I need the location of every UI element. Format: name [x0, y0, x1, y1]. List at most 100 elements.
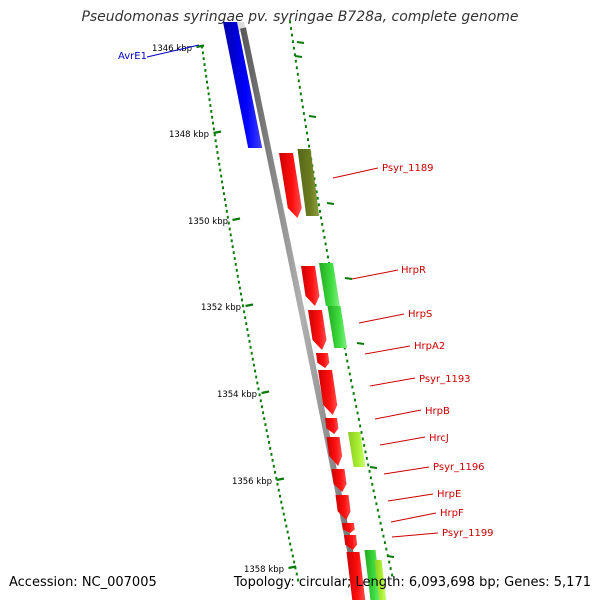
- scale-tick-mark: [196, 44, 205, 49]
- outer-dot: [383, 541, 386, 545]
- hrpf-arrow: [342, 523, 355, 533]
- outer-dot: [316, 196, 319, 200]
- scale-dot: [208, 98, 211, 102]
- gene-label-line: [364, 345, 411, 355]
- outer-dot: [289, 20, 292, 24]
- gene-label-line: [146, 44, 200, 58]
- outer-dot: [323, 236, 326, 239]
- scale-dot: [243, 310, 246, 314]
- gene-label: Psyr_1196: [433, 462, 485, 473]
- scale-dot: [289, 542, 292, 546]
- scale-dot: [258, 393, 261, 397]
- scale-dot: [211, 115, 214, 119]
- hrps-arrow: [308, 310, 327, 350]
- outer-dot: [300, 99, 303, 102]
- scale-dot: [204, 68, 207, 72]
- scale-dot: [223, 198, 226, 201]
- scale-dot: [263, 417, 266, 421]
- scale-dot: [284, 518, 287, 522]
- scale-tick-mark: [232, 217, 241, 222]
- scale-dot: [291, 554, 294, 558]
- gene-label-line: [379, 436, 426, 446]
- scale-dot: [250, 351, 253, 355]
- gene-label: Psyr_1193: [419, 374, 471, 385]
- scale-dot: [231, 245, 234, 249]
- outer-dot: [317, 203, 320, 207]
- scale-dot: [256, 381, 259, 385]
- scale-track: [201, 45, 300, 582]
- outer-dot: [297, 79, 300, 83]
- outer-dot: [391, 573, 394, 577]
- scale-dot: [201, 51, 204, 55]
- outer-dash: [308, 115, 317, 118]
- scale-dot: [282, 512, 285, 516]
- outer-dot: [299, 92, 302, 96]
- scale-dot: [257, 387, 260, 391]
- hrcj-arrow: [326, 437, 343, 466]
- gene-label-line: [332, 167, 379, 179]
- scale-dot: [240, 298, 243, 302]
- psyr-1199-arrow: [344, 535, 358, 550]
- outer-dot: [368, 469, 371, 473]
- scale-dot: [244, 316, 247, 320]
- scale-dot: [246, 328, 249, 331]
- scale-dot: [218, 162, 221, 166]
- outer-dot: [382, 534, 385, 538]
- outer-dot: [352, 392, 355, 395]
- scale-dot: [251, 357, 254, 361]
- scale-dot: [219, 168, 222, 172]
- gene-label-line: [383, 466, 430, 475]
- gene-labels: AvrE1 Psyr_1189 HrpR HrpS HrpA2 Psyr_1193 HrpB…: [118, 44, 494, 539]
- outer-dash: [294, 55, 303, 58]
- scale-dot: [252, 363, 255, 367]
- outer-dot: [313, 177, 316, 181]
- scale-dot: [275, 476, 278, 480]
- outer-dot: [307, 138, 310, 142]
- map-title: Pseudomonas syringae pv. syringae B728a,…: [81, 9, 519, 25]
- scale-dot: [214, 139, 217, 143]
- scale-dot: [260, 405, 263, 409]
- outer-dot: [303, 118, 306, 122]
- gene-label: Psyr_1199: [442, 528, 494, 539]
- scale-dot: [272, 464, 275, 468]
- scale-dot: [285, 524, 288, 528]
- scale-dot: [228, 227, 231, 231]
- gene-label: AvrE1: [118, 51, 147, 62]
- gene-label: HrcJ: [429, 433, 449, 444]
- outer-dot: [360, 431, 363, 434]
- outer-dot: [371, 482, 374, 486]
- gene-label: HrpS: [408, 309, 432, 320]
- scale-dot: [207, 92, 210, 96]
- lower-red-bar: [346, 552, 366, 600]
- scale-dot: [293, 560, 296, 564]
- scale-dot: [279, 494, 282, 498]
- outer-dot: [363, 444, 366, 447]
- scale-tick-mark: [245, 303, 254, 308]
- scale-dot: [206, 86, 209, 90]
- outer-dot: [305, 131, 308, 135]
- outer-dot: [315, 190, 318, 194]
- scale-dot: [206, 80, 209, 84]
- outer-dash: [369, 466, 378, 469]
- outer-dot: [359, 424, 362, 428]
- scale-dot: [220, 174, 223, 178]
- scale-dot: [215, 145, 218, 149]
- outer-dash: [326, 202, 335, 205]
- outer-dot: [294, 59, 297, 63]
- scale-dot: [233, 257, 236, 260]
- scale-dot: [229, 233, 232, 237]
- scale-dot: [255, 375, 258, 379]
- outer-dot: [314, 183, 317, 187]
- scale-dot: [230, 239, 233, 243]
- gene-features: [223, 22, 387, 600]
- topology-text: Topology: circular; Length: 6,093,698 bp…: [233, 575, 591, 590]
- scale-dot: [247, 334, 250, 337]
- scale-tick-label: 1352 kbp: [201, 303, 241, 313]
- scale-tick-label: 1346 kbp: [152, 44, 192, 54]
- scale-dot: [281, 506, 284, 510]
- outer-dot: [318, 209, 321, 213]
- outer-dot: [369, 476, 372, 480]
- psyr-1189-reverse-bar: [297, 149, 320, 216]
- gene-label: Psyr_1189: [382, 163, 434, 174]
- outer-dot: [372, 489, 375, 493]
